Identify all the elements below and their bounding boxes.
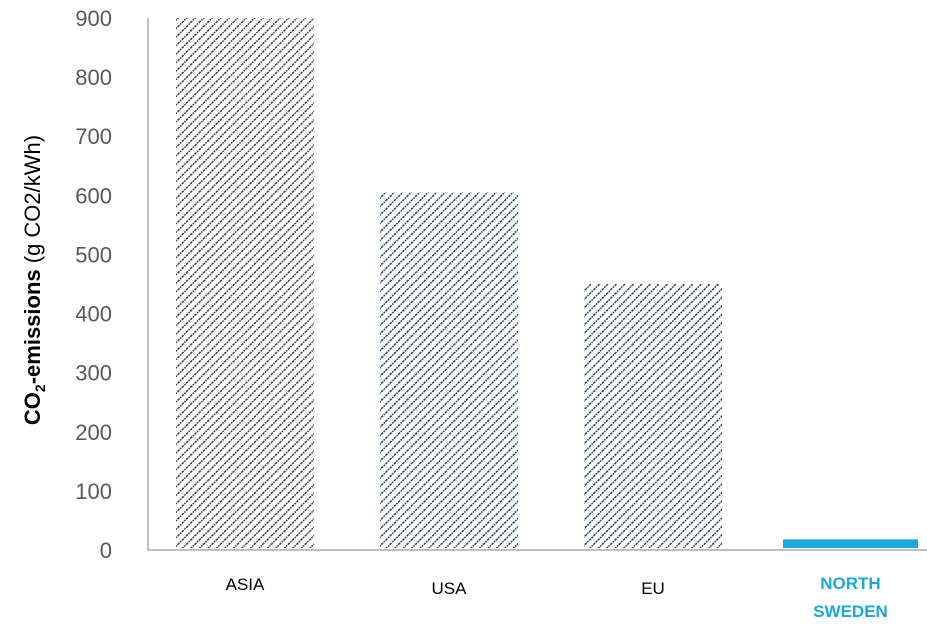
y-axis-ticks: 0 100 200 300 400 500 600 700 800 900 bbox=[75, 6, 112, 563]
y-axis-label-emissions: -emissions bbox=[20, 269, 45, 384]
y-tick-label: 500 bbox=[75, 242, 112, 267]
y-tick-label: 300 bbox=[75, 361, 112, 386]
y-axis-label-units: (g CO2/kWh) bbox=[20, 135, 45, 269]
y-tick-label: 700 bbox=[75, 124, 112, 149]
x-category-label: EU bbox=[641, 579, 665, 598]
y-axis-label: CO2-emissions (g CO2/kWh) bbox=[20, 135, 48, 425]
y-tick-label: 600 bbox=[75, 183, 112, 208]
y-tick-label: 900 bbox=[75, 6, 112, 31]
y-axis-label-subscript: 2 bbox=[32, 384, 48, 392]
y-tick-label: 400 bbox=[75, 302, 112, 327]
bar-eu bbox=[584, 284, 722, 548]
y-tick-label: 800 bbox=[75, 65, 112, 90]
x-category-label: USA bbox=[432, 579, 468, 598]
bar-usa bbox=[380, 192, 518, 548]
x-category-label: NORTH SWEDEN bbox=[813, 574, 888, 621]
x-axis-labels: ASIA USA EU NORTH SWEDEN bbox=[226, 574, 888, 621]
x-category-label: ASIA bbox=[226, 575, 265, 594]
y-tick-label: 100 bbox=[75, 479, 112, 504]
y-tick-label: 200 bbox=[75, 420, 112, 445]
bars bbox=[176, 18, 918, 548]
svg-text:CO2-emissions (g CO2/kWh): CO2-emissions (g CO2/kWh) bbox=[20, 135, 48, 425]
bar-north-sweden bbox=[783, 539, 918, 548]
y-axis-label-co: CO bbox=[20, 392, 45, 425]
bar-asia bbox=[176, 18, 314, 548]
y-tick-label: 0 bbox=[100, 538, 112, 563]
